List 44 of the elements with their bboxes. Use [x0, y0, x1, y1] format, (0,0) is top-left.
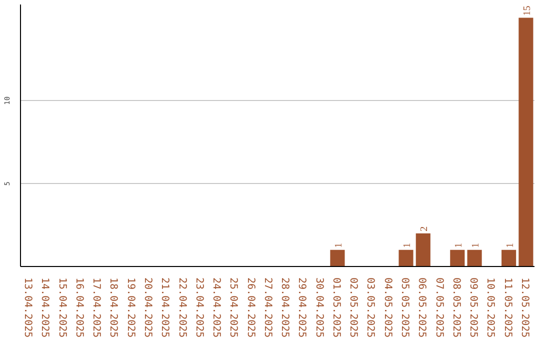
- x-tick-label: 02.05.2025: [348, 278, 359, 338]
- x-tick-label: 01.05.2025: [330, 278, 342, 338]
- data-label: 1: [402, 242, 413, 248]
- x-tick-label: 20.04.2025: [142, 278, 153, 338]
- bar: [398, 250, 414, 266]
- x-tick-label: 13.04.2025: [22, 278, 34, 338]
- x-tick-label: 27.04.2025: [262, 278, 273, 338]
- bar: [502, 250, 516, 266]
- x-tick-label: 04.05.2025: [382, 278, 393, 338]
- data-label: 1: [453, 242, 464, 248]
- x-tick-label: 11.05.2025: [502, 278, 513, 338]
- bar: [450, 250, 465, 266]
- x-tick-label: 25.04.2025: [228, 278, 239, 338]
- bar: [467, 250, 482, 266]
- x-tick-label: 26.04.2025: [244, 278, 256, 338]
- x-tick-label: 30.04.2025: [313, 278, 324, 338]
- data-label: 1: [504, 242, 516, 248]
- bar: [416, 233, 430, 266]
- x-tick-label: 07.05.2025: [433, 278, 444, 338]
- data-label: 15: [522, 6, 533, 16]
- x-tick-label: 14.04.2025: [39, 278, 50, 338]
- x-tick-label: 12.05.2025: [518, 278, 530, 338]
- x-tick-label: 10.05.2025: [484, 278, 496, 338]
- bar: [518, 18, 534, 266]
- x-tick-label: 23.04.2025: [193, 278, 204, 338]
- x-tick-label: 29.04.2025: [296, 278, 308, 338]
- x-tick-label: 18.04.2025: [108, 278, 119, 338]
- x-tick-label: 16.04.2025: [73, 278, 84, 338]
- x-tick-label: 17.04.2025: [90, 278, 102, 338]
- x-tick-label: 24.04.2025: [210, 278, 222, 338]
- data-label: 2: [419, 226, 430, 232]
- bar: [330, 250, 345, 266]
- x-tick-label: 22.04.2025: [176, 278, 188, 338]
- x-tick-label: 19.04.2025: [124, 278, 136, 338]
- data-label: 1: [333, 242, 344, 248]
- x-tick-label: 05.05.2025: [399, 278, 410, 338]
- x-tick-label: 09.05.2025: [468, 278, 479, 338]
- x-tick-label: 06.05.2025: [416, 278, 428, 338]
- x-tick-label: 28.04.2025: [279, 278, 290, 338]
- x-tick-label: 15.04.2025: [56, 278, 68, 338]
- data-label: 1: [470, 242, 482, 248]
- x-tick-label: 08.05.2025: [450, 278, 462, 338]
- x-tick-label: 03.05.2025: [364, 278, 376, 338]
- x-tick-label: 21.04.2025: [159, 278, 170, 338]
